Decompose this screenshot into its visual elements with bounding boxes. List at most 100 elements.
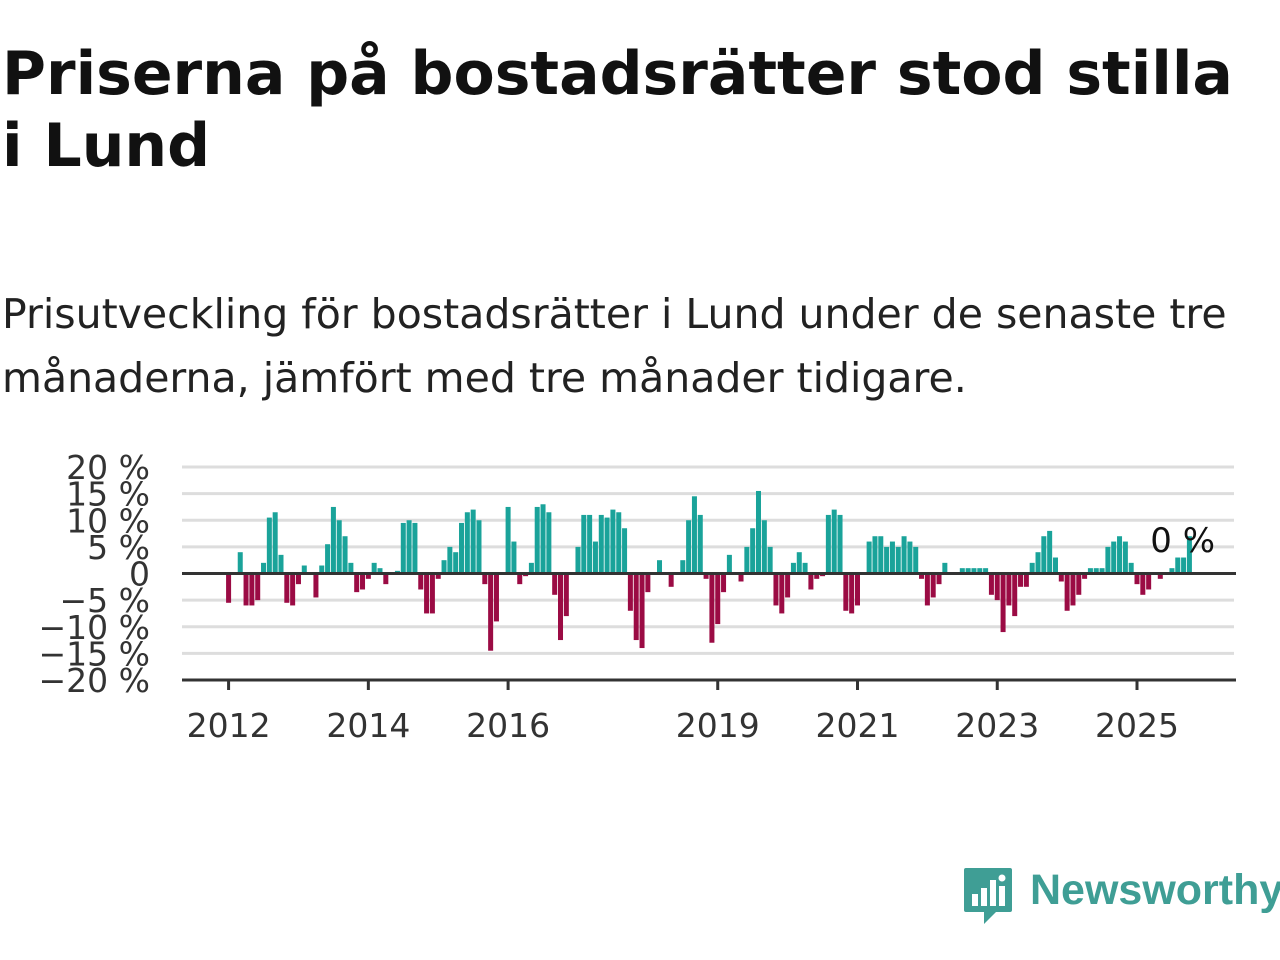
bar — [790, 562, 796, 574]
grid-lines — [182, 465, 1234, 682]
bar — [383, 573, 389, 585]
bar — [429, 573, 435, 614]
y-tick-label: −15 % — [39, 634, 151, 673]
bar — [1018, 573, 1024, 587]
bar — [1169, 568, 1175, 574]
bar — [534, 506, 540, 574]
bar — [272, 512, 278, 574]
bar — [226, 573, 232, 603]
bar — [464, 512, 470, 574]
bar — [400, 522, 406, 574]
x-tick-label: 2021 — [815, 706, 899, 745]
bar — [936, 573, 942, 585]
bar — [1070, 573, 1076, 606]
bar — [779, 573, 785, 614]
bar — [558, 573, 564, 641]
bar — [1181, 557, 1187, 574]
bar — [1117, 536, 1123, 574]
bar — [1023, 573, 1029, 587]
bar — [1076, 573, 1082, 595]
y-axis-tick-labels: 20 %15 %10 %5 %0−5 %−10 %−15 %−20 % — [39, 448, 151, 700]
bar — [837, 514, 843, 574]
bars — [226, 490, 1192, 651]
bar — [575, 546, 581, 574]
bar — [505, 506, 511, 574]
bar — [895, 546, 901, 574]
bar — [441, 560, 447, 574]
bar — [1029, 562, 1035, 574]
bar — [295, 573, 301, 585]
bar — [814, 573, 820, 579]
bar — [796, 552, 802, 574]
bar — [290, 573, 296, 606]
bar — [849, 573, 855, 614]
bar — [371, 562, 377, 574]
bar — [825, 514, 831, 574]
bar — [266, 517, 272, 574]
bar — [1186, 536, 1192, 574]
bar — [959, 568, 965, 574]
bar — [540, 504, 546, 574]
x-tick-label: 2014 — [326, 706, 410, 745]
bar — [1146, 573, 1152, 590]
x-tick-label: 2012 — [187, 706, 271, 745]
y-tick-label: −20 % — [39, 661, 151, 700]
bar — [691, 496, 697, 574]
bar — [330, 506, 336, 574]
bar — [1082, 573, 1088, 579]
bar — [354, 573, 360, 593]
bar — [1041, 536, 1047, 574]
bar — [1035, 552, 1041, 574]
bar — [459, 522, 465, 574]
bar — [645, 573, 651, 593]
bar — [249, 573, 255, 606]
bar — [761, 520, 767, 574]
bar — [808, 573, 814, 590]
bar — [336, 520, 342, 574]
bar — [622, 528, 628, 574]
bar — [721, 573, 727, 593]
bar — [418, 573, 424, 590]
newsworthy-logo-icon — [964, 868, 1012, 924]
y-tick-label: 15 % — [66, 475, 150, 514]
bar — [284, 573, 290, 603]
bar — [243, 573, 249, 606]
latest-value-label: 0 % — [1150, 521, 1215, 561]
bar — [237, 552, 243, 574]
y-tick-label: −10 % — [39, 608, 151, 647]
bar — [435, 573, 441, 579]
bar — [627, 573, 633, 611]
bar — [255, 573, 261, 601]
bar — [1105, 546, 1111, 574]
x-tick-label: 2016 — [466, 706, 550, 745]
bar — [988, 573, 994, 595]
bar — [1122, 541, 1128, 574]
bar — [1175, 557, 1181, 574]
bar — [563, 573, 569, 617]
bar — [1006, 573, 1012, 606]
bar — [878, 536, 884, 574]
bar — [424, 573, 430, 614]
bar — [686, 520, 692, 574]
bar — [261, 562, 267, 574]
bar — [1134, 573, 1140, 585]
bar — [738, 573, 744, 582]
bar — [668, 573, 674, 587]
bar — [319, 565, 325, 574]
bar — [598, 514, 604, 574]
bar — [1064, 573, 1070, 611]
bar — [709, 573, 715, 643]
y-tick-label: −5 % — [60, 581, 151, 620]
bar — [901, 536, 907, 574]
bar — [889, 541, 895, 574]
bar — [278, 554, 284, 574]
bar — [488, 573, 494, 651]
bar — [377, 568, 383, 574]
bar — [854, 573, 860, 606]
x-tick-label: 2025 — [1095, 706, 1179, 745]
bar — [773, 573, 779, 606]
bar — [680, 560, 686, 574]
bar — [843, 573, 849, 611]
bar — [703, 573, 709, 579]
y-tick-label: 5 % — [87, 528, 150, 567]
